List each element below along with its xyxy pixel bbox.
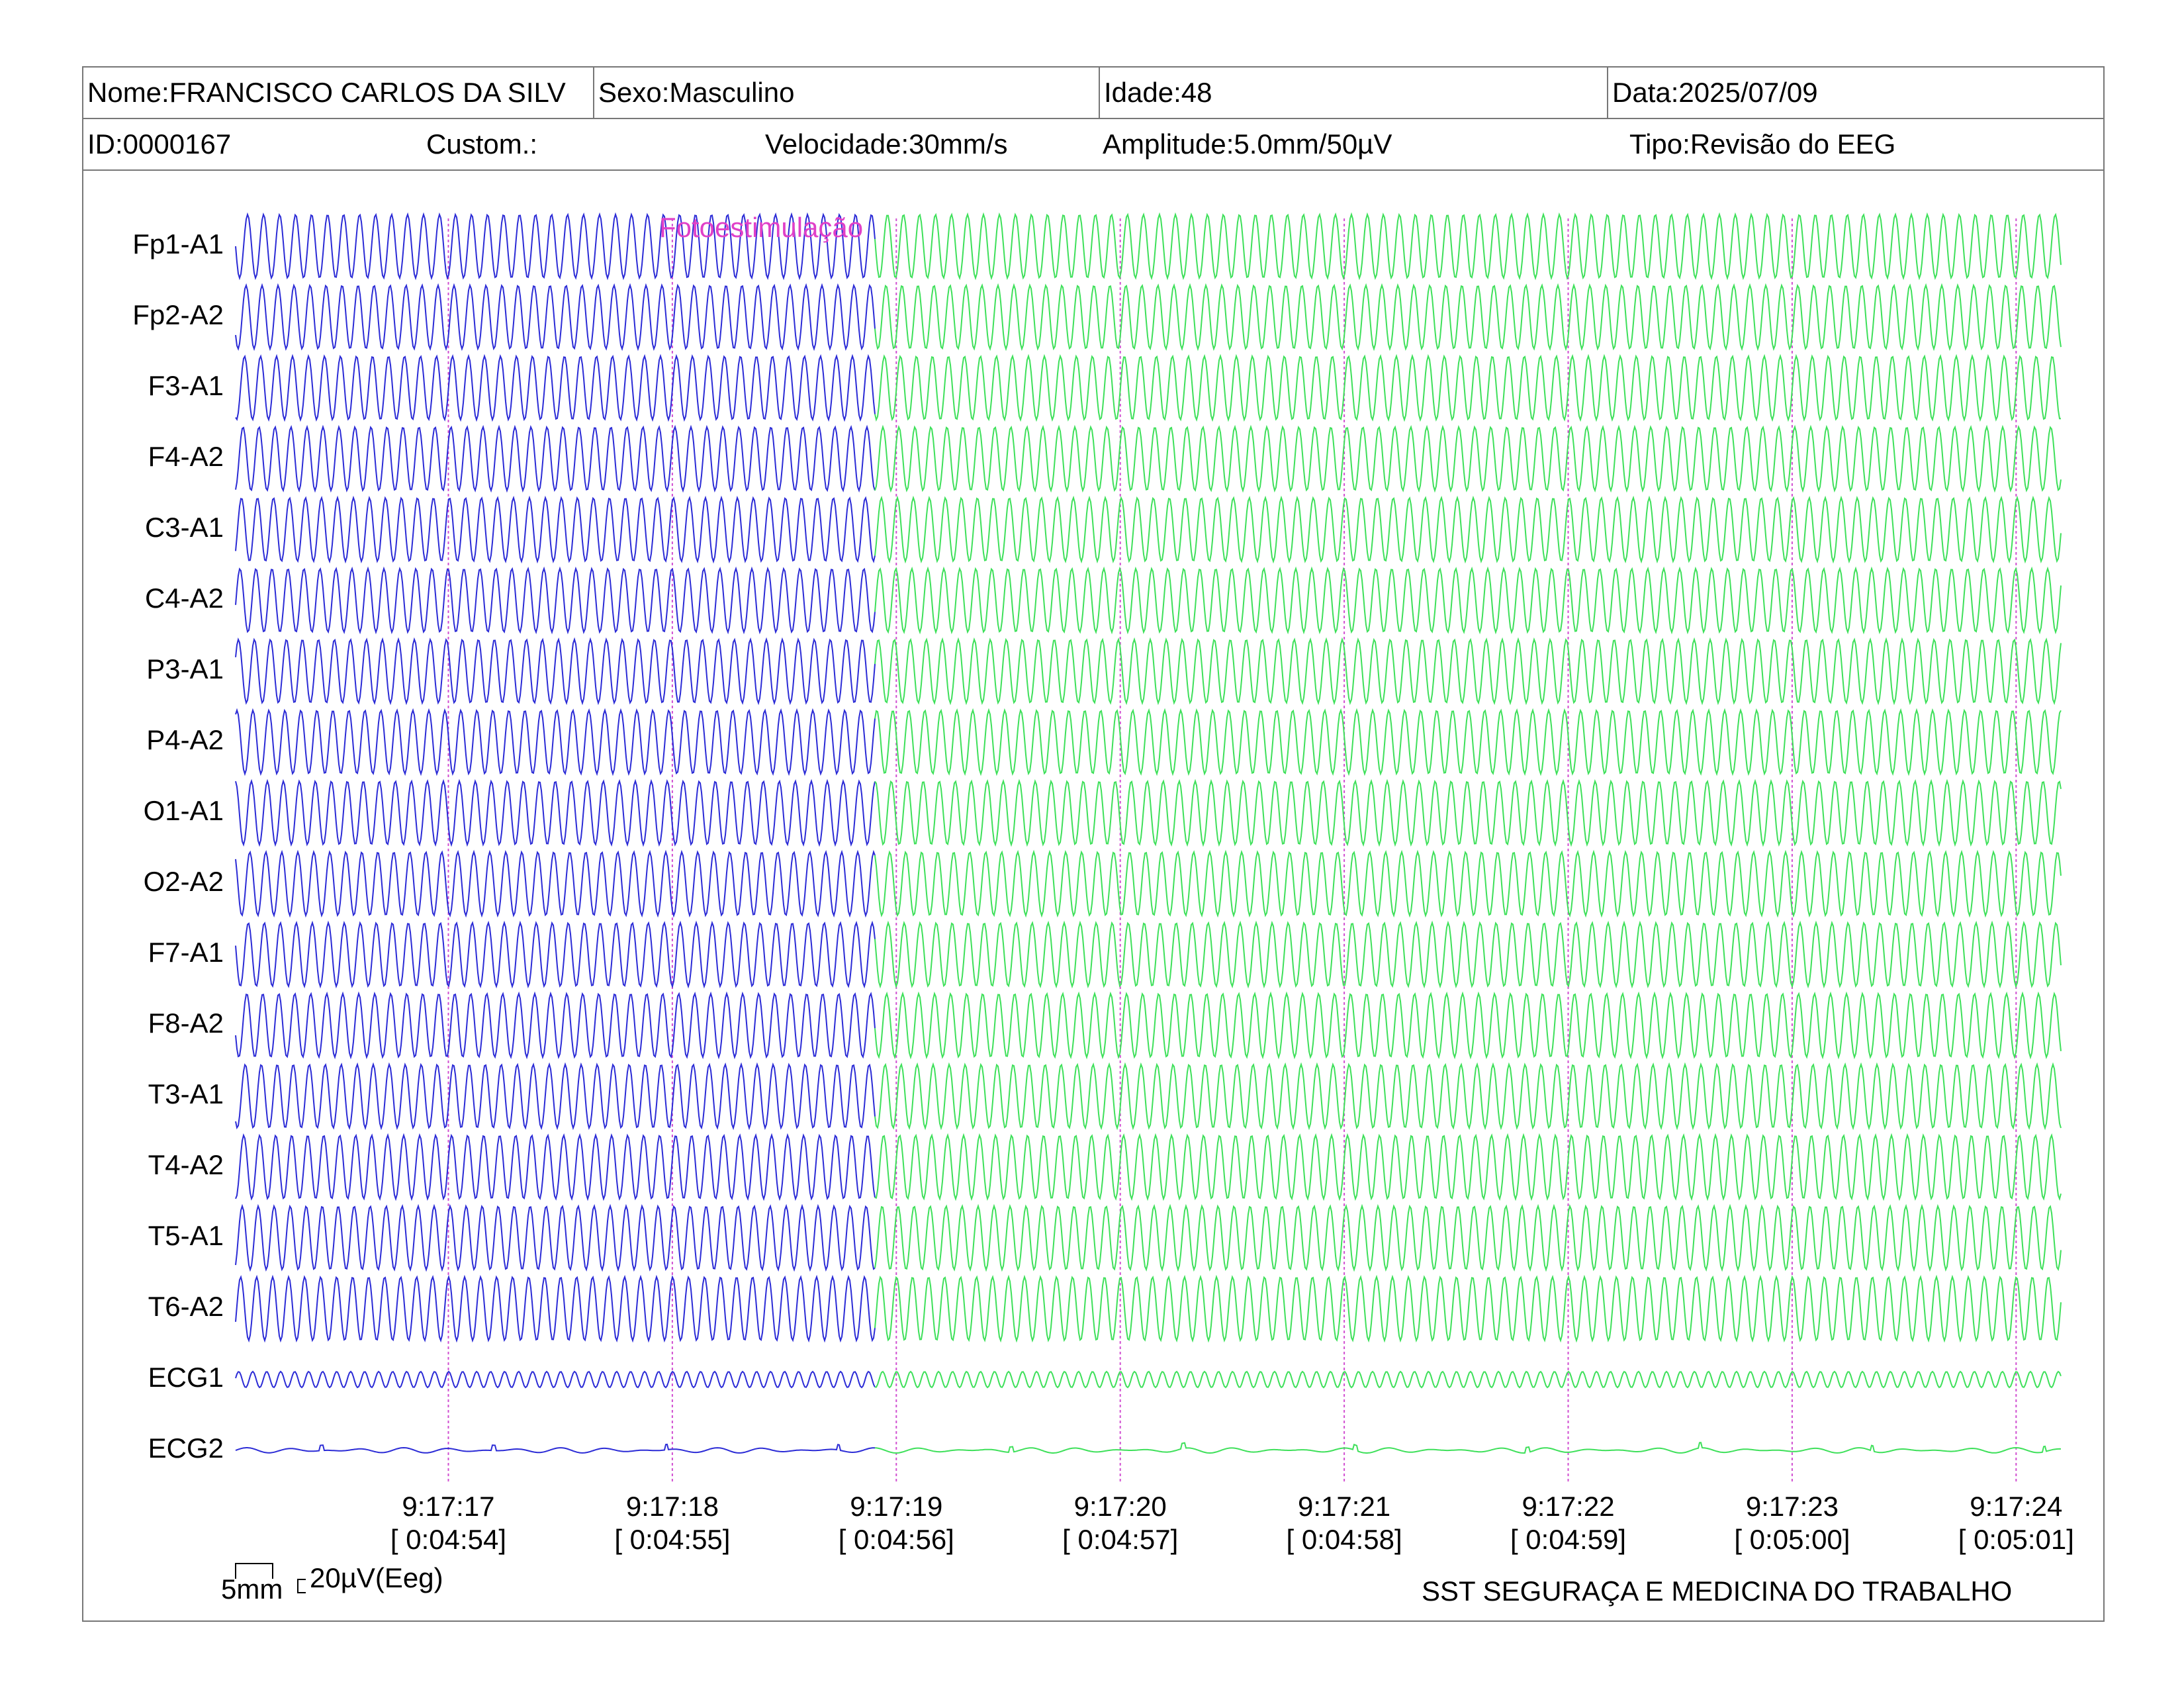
trace-fp2-a2-after-event xyxy=(874,283,2062,352)
amplitude-setting: Amplitude:5.0mm/50µV xyxy=(1103,128,1392,160)
trace-fp1-a1-before-event xyxy=(235,212,876,281)
time-clock-label: 9:17:18 xyxy=(626,1491,719,1522)
review-type: Tipo:Revisão do EEG xyxy=(1629,128,1896,160)
amplitude-scale-label: 20µV(Eeg) xyxy=(310,1562,443,1593)
record-date: Data:2025/07/09 xyxy=(1607,68,2102,118)
channel-label-fp2-a2: Fp2-A2 xyxy=(132,299,224,330)
company-name: SST SEGURAÇA E MEDICINA DO TRABALHO xyxy=(1422,1575,2012,1607)
trace-p3-a1-after-event xyxy=(874,637,2062,706)
trace-c3-a1-after-event xyxy=(874,495,2062,564)
trace-ecg1-after-event xyxy=(874,1370,2062,1389)
trace-ecg1-before-event xyxy=(235,1370,876,1389)
trace-t6-a2-after-event xyxy=(874,1274,2062,1343)
eeg-traces xyxy=(235,212,2062,1454)
channel-label-o2-a2: O2-A2 xyxy=(144,866,224,897)
time-clock-label: 9:17:21 xyxy=(1298,1491,1390,1522)
trace-fp1-a1-after-event xyxy=(874,212,2062,281)
time-scale-label: 5mm xyxy=(221,1573,283,1605)
time-clock-label: 9:17:19 xyxy=(850,1491,942,1522)
trace-t5-a1-before-event xyxy=(235,1203,876,1272)
speed-setting: Velocidade:30mm/s xyxy=(765,128,1008,160)
trace-ecg2-before-event xyxy=(235,1443,875,1454)
channel-label-ecg2: ECG2 xyxy=(148,1432,224,1464)
patient-age: Idade:48 xyxy=(1099,68,1594,118)
trace-ecg2-after-event xyxy=(874,1442,2062,1454)
time-elapsed-label: [ 0:05:00] xyxy=(1734,1524,1850,1555)
amplitude-scale-marker xyxy=(297,1579,306,1593)
trace-t3-a1-after-event xyxy=(874,1062,2062,1131)
trace-f4-a2-after-event xyxy=(874,424,2062,493)
trace-o2-a2-after-event xyxy=(874,849,2062,918)
channel-label-t3-a1: T3-A1 xyxy=(148,1078,224,1109)
time-elapsed-label: [ 0:04:59] xyxy=(1510,1524,1626,1555)
trace-f3-a1-before-event xyxy=(235,353,876,422)
trace-c3-a1-before-event xyxy=(235,495,876,564)
time-clock-label: 9:17:23 xyxy=(1746,1491,1839,1522)
trace-o2-a2-before-event xyxy=(235,849,876,918)
channel-labels: Fp1-A1 Fp2-A2 F3-A1 F4-A2 C3-A1 C4-A2 P3-A1 P4-… xyxy=(132,228,224,1464)
trace-o1-a1-before-event xyxy=(235,778,876,847)
trace-f7-a1-after-event xyxy=(874,920,2062,989)
header-row-1: Nome:FRANCISCO CARLOS DA SILV Sexo:Mascu… xyxy=(83,68,2103,119)
time-elapsed-label: [ 0:04:56] xyxy=(839,1524,954,1555)
channel-label-t5-a1: T5-A1 xyxy=(148,1220,224,1251)
trace-p4-a2-before-event xyxy=(235,708,876,776)
channel-label-f7-a1: F7-A1 xyxy=(148,937,224,968)
channel-label-o1-a1: O1-A1 xyxy=(144,795,224,826)
custom-field: Custom.: xyxy=(426,128,538,160)
patient-sex: Sexo:Masculino xyxy=(593,68,1095,118)
trace-t5-a1-after-event xyxy=(874,1203,2062,1272)
trace-p3-a1-before-event xyxy=(235,637,876,706)
time-elapsed-label: [ 0:04:54] xyxy=(390,1524,506,1555)
trace-f4-a2-before-event xyxy=(235,424,876,493)
channel-label-f4-a2: F4-A2 xyxy=(148,441,224,472)
channel-label-p4-a2: P4-A2 xyxy=(146,724,224,755)
channel-label-c3-a1: C3-A1 xyxy=(145,512,224,543)
scale-bar: 5mm 20µV(Eeg) xyxy=(221,1562,443,1605)
trace-f3-a1-after-event xyxy=(874,353,2061,422)
trace-c4-a2-after-event xyxy=(874,566,2062,635)
trace-t3-a1-before-event xyxy=(235,1062,876,1131)
trace-f7-a1-before-event xyxy=(235,920,876,989)
time-elapsed-label: [ 0:05:01] xyxy=(1958,1524,2074,1555)
channel-label-c4-a2: C4-A2 xyxy=(145,583,224,614)
time-scale-marker xyxy=(235,1563,273,1579)
time-clock-label: 9:17:24 xyxy=(1970,1491,2062,1522)
channel-label-fp1-a1: Fp1-A1 xyxy=(132,228,224,259)
event-label: Fotoestimulação xyxy=(659,212,863,243)
channel-label-ecg1: ECG1 xyxy=(148,1362,224,1393)
trace-fp2-a2-before-event xyxy=(235,283,876,352)
channel-label-f3-a1: F3-A1 xyxy=(148,370,224,401)
time-elapsed-label: [ 0:04:58] xyxy=(1287,1524,1402,1555)
time-marker-lines xyxy=(447,218,2017,1481)
trace-f8-a2-after-event xyxy=(874,991,2062,1060)
header-row-2: ID:0000167 Custom.: Velocidade:30mm/s Am… xyxy=(83,119,2103,171)
trace-c4-a2-before-event xyxy=(235,566,876,635)
trace-t6-a2-before-event xyxy=(235,1274,876,1343)
time-axis-labels: 9:17:17[ 0:04:54] 9:17:18[ 0:04:55] 9:17:1… xyxy=(390,1491,2074,1555)
trace-o1-a1-after-event xyxy=(874,778,2062,847)
channel-label-t4-a2: T4-A2 xyxy=(148,1149,224,1180)
channel-label-p3-a1: P3-A1 xyxy=(146,653,224,684)
trace-p4-a2-after-event xyxy=(874,708,2062,776)
patient-name: Nome:FRANCISCO CARLOS DA SILV xyxy=(87,77,566,108)
patient-id: ID:0000167 xyxy=(87,128,232,160)
trace-t4-a2-before-event xyxy=(235,1133,876,1201)
time-clock-label: 9:17:22 xyxy=(1522,1491,1614,1522)
time-elapsed-label: [ 0:04:55] xyxy=(614,1524,730,1555)
time-clock-label: 9:17:17 xyxy=(402,1491,494,1522)
report-frame: Nome:FRANCISCO CARLOS DA SILV Sexo:Mascu… xyxy=(82,66,2105,1622)
channel-label-f8-a2: F8-A2 xyxy=(148,1008,224,1039)
time-elapsed-label: [ 0:04:57] xyxy=(1062,1524,1178,1555)
channel-label-t6-a2: T6-A2 xyxy=(148,1291,224,1322)
time-clock-label: 9:17:20 xyxy=(1074,1491,1167,1522)
trace-f8-a2-before-event xyxy=(235,991,876,1060)
trace-t4-a2-after-event xyxy=(874,1133,2062,1201)
